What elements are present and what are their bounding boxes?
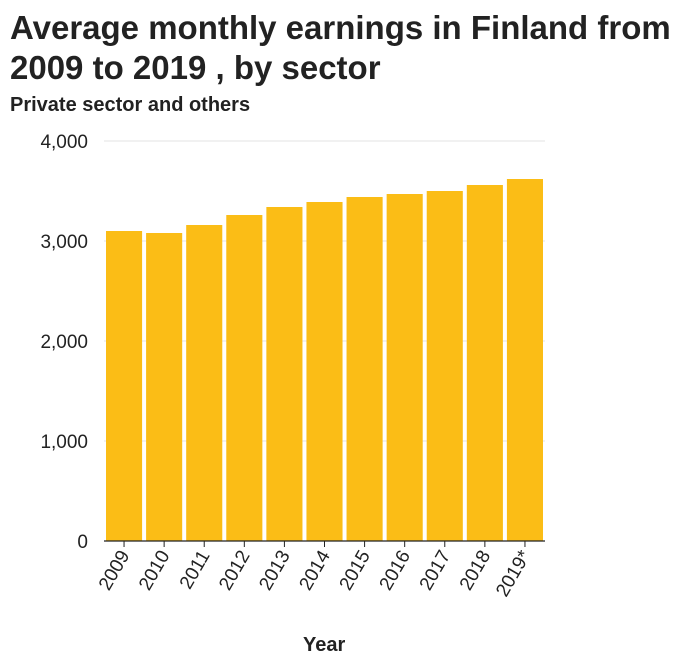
y-tick-label: 2,000: [40, 332, 88, 353]
bar: [346, 197, 383, 541]
y-axis-label: Private sector and others: [10, 94, 251, 116]
bar: [226, 215, 263, 541]
chart-title: Average monthly earnings in Finland from…: [10, 9, 671, 86]
y-tick-label: 4,000: [40, 132, 88, 153]
bar: [306, 202, 343, 541]
bars: [106, 179, 543, 541]
x-tick-label: 2017: [416, 547, 455, 594]
bar: [386, 194, 423, 541]
bar: [106, 231, 143, 541]
y-tick-labels: 0 1,000 2,000 3,000 4,000: [40, 132, 88, 553]
x-tick-label: 2016: [376, 547, 415, 594]
x-tick-labels: 2009 2010 2011 2012 2013 2014 2015 2016 2017 2018…: [95, 541, 536, 601]
x-tick-label: 2018: [456, 547, 495, 594]
x-tick-label: 2011: [176, 547, 215, 593]
x-axis-label: Year: [303, 634, 346, 656]
x-tick-label: 2015: [336, 547, 375, 594]
y-tick-label: 1,000: [40, 432, 88, 453]
bar: [146, 233, 183, 541]
bar: [506, 179, 543, 541]
x-tick-label: 2010: [135, 547, 174, 594]
x-tick-label: 2013: [255, 547, 294, 594]
y-tick-label: 0: [77, 532, 88, 553]
bar: [426, 191, 463, 541]
x-tick-label: 2012: [215, 547, 254, 594]
y-tick-label: 3,000: [40, 232, 88, 253]
bar: [186, 225, 223, 541]
bar: [266, 207, 303, 541]
bar: [466, 185, 503, 541]
x-tick-label: 2014: [296, 547, 336, 594]
x-tick-label: 2009: [95, 547, 134, 594]
x-tick-label: 2019*: [492, 546, 535, 600]
